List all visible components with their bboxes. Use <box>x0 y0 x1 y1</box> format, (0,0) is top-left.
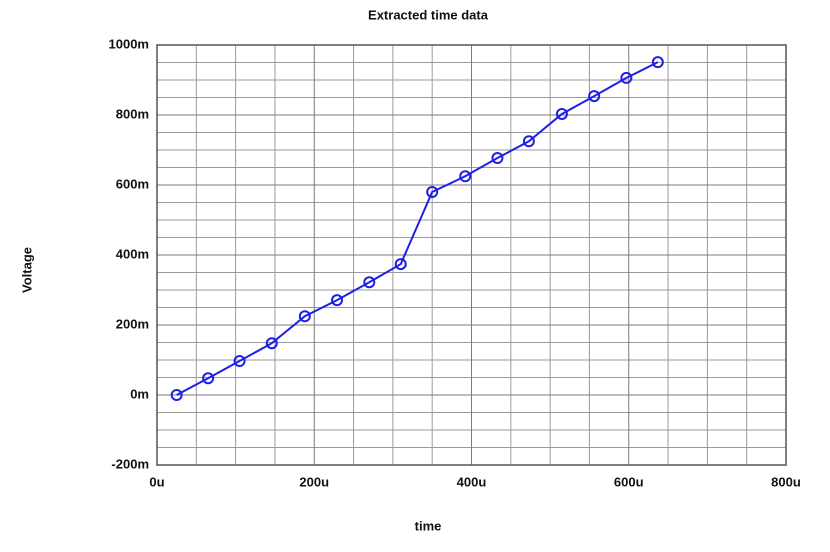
y-tick-label: 200m <box>116 316 149 331</box>
data-point <box>522 135 535 148</box>
chart-title: Extracted time data <box>368 7 489 22</box>
plot-border <box>156 44 787 466</box>
data-point <box>620 71 633 84</box>
series-line <box>176 61 659 396</box>
y-tick-label: 400m <box>116 246 149 261</box>
y-tick-label: 0m <box>130 386 149 401</box>
x-tick-label: 600u <box>614 474 644 489</box>
data-point <box>426 186 439 198</box>
x-tick-label: 0u <box>149 474 164 489</box>
data-point <box>298 310 311 323</box>
data-point <box>331 294 344 307</box>
y-tick-label: 600m <box>116 176 149 191</box>
y-tick-label: 800m <box>116 106 149 121</box>
data-point <box>459 170 472 183</box>
y-tick-label: 1000m <box>109 36 149 51</box>
x-tick-label: 200u <box>299 474 329 489</box>
x-tick-label: 800u <box>771 474 801 489</box>
y-tick-label: -200m <box>111 456 149 471</box>
data-point <box>588 90 601 103</box>
data-point <box>394 258 407 271</box>
data-point <box>651 56 664 69</box>
data-point <box>265 337 278 350</box>
data-point <box>202 372 215 385</box>
data-point <box>170 389 183 401</box>
y-axis-label: Voltage <box>19 247 34 293</box>
data-point <box>491 152 504 165</box>
data-point <box>363 276 376 289</box>
x-axis-label: time <box>415 518 442 533</box>
x-tick-label: 400u <box>457 474 487 489</box>
data-point <box>233 355 246 368</box>
data-point <box>555 107 568 120</box>
